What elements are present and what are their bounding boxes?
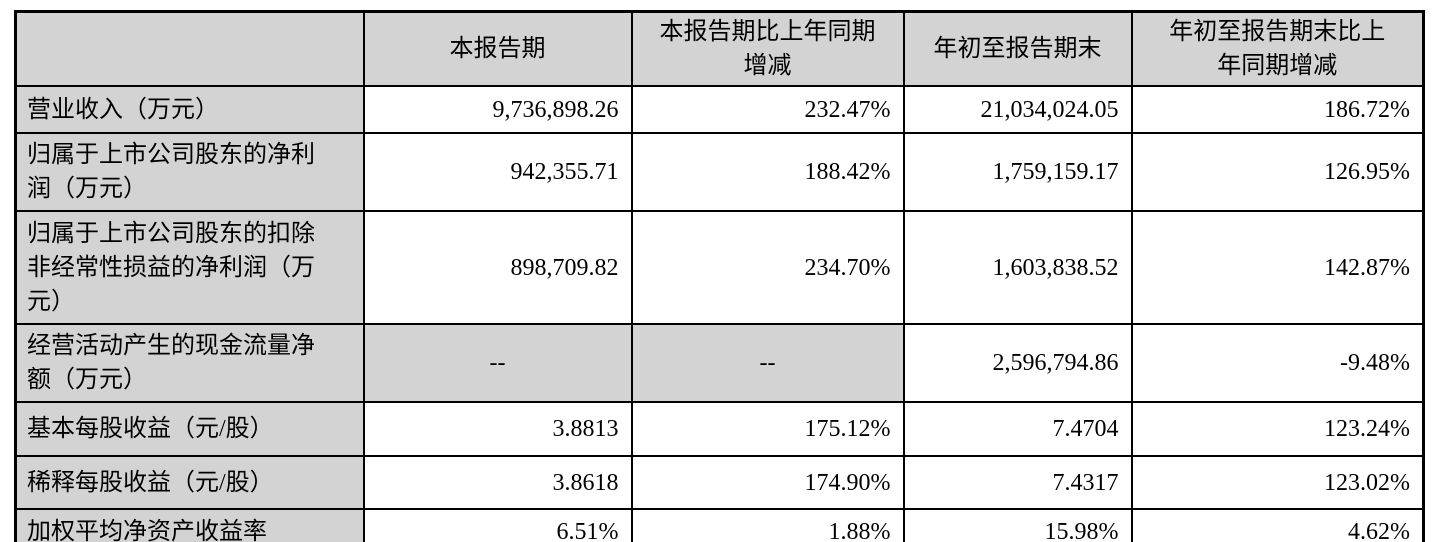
value-cell: 6.51%	[362, 508, 633, 542]
column-header: 本报告期	[362, 10, 633, 87]
row-label: 稀释每股收益（元/股）	[14, 455, 365, 510]
value-cell: 4.62%	[1130, 508, 1425, 542]
value-cell: 175.12%	[630, 401, 905, 457]
row-label: 经营活动产生的现金流量净 额（万元）	[14, 323, 365, 403]
table-row: 加权平均净资产收益率 6.51% 1.88% 15.98% 4.62%	[14, 508, 1425, 542]
column-header: 本报告期比上年同期 增减	[630, 10, 905, 87]
row-label: 加权平均净资产收益率	[14, 508, 365, 542]
value-cell: 186.72%	[1130, 85, 1425, 134]
table-row: 归属于上市公司股东的扣除 非经常性损益的净利润（万 元） 898,709.82 23…	[14, 210, 1425, 325]
table-row: 基本每股收益（元/股） 3.8813 175.12% 7.4704 123.24%	[14, 401, 1425, 457]
value-cell: 232.47%	[630, 85, 905, 134]
row-label: 营业收入（万元）	[14, 85, 365, 134]
value-cell: 126.95%	[1130, 132, 1425, 212]
column-header: 年初至报告期末	[902, 10, 1133, 87]
value-cell: 15.98%	[902, 508, 1133, 542]
value-cell: 7.4704	[902, 401, 1133, 457]
corner-header-cell	[14, 10, 365, 87]
value-cell: 142.87%	[1130, 210, 1425, 325]
value-cell: 21,034,024.05	[902, 85, 1133, 134]
value-cell: 2,596,794.86	[902, 323, 1133, 403]
financial-summary-table: 本报告期 本报告期比上年同期 增减 年初至报告期末 年初至报告期末比上 年同期增减 营…	[14, 10, 1425, 542]
row-label: 基本每股收益（元/股）	[14, 401, 365, 457]
value-cell: 174.90%	[630, 455, 905, 510]
value-cell: 188.42%	[630, 132, 905, 212]
value-cell: 898,709.82	[362, 210, 633, 325]
value-cell: 123.24%	[1130, 401, 1425, 457]
value-cell-na: --	[630, 323, 905, 403]
row-label: 归属于上市公司股东的扣除 非经常性损益的净利润（万 元）	[14, 210, 365, 325]
value-cell: 1,603,838.52	[902, 210, 1133, 325]
table-header-row: 本报告期 本报告期比上年同期 增减 年初至报告期末 年初至报告期末比上 年同期增减	[14, 10, 1425, 87]
value-cell-na: --	[362, 323, 633, 403]
value-cell: -9.48%	[1130, 323, 1425, 403]
table-row: 营业收入（万元） 9,736,898.26 232.47% 21,034,024.05…	[14, 85, 1425, 134]
table-row: 归属于上市公司股东的净利 润（万元） 942,355.71 188.42% 1,759…	[14, 132, 1425, 212]
value-cell: 1,759,159.17	[902, 132, 1133, 212]
value-cell: 234.70%	[630, 210, 905, 325]
column-header: 年初至报告期末比上 年同期增减	[1130, 10, 1425, 87]
value-cell: 123.02%	[1130, 455, 1425, 510]
row-label: 归属于上市公司股东的净利 润（万元）	[14, 132, 365, 212]
value-cell: 9,736,898.26	[362, 85, 633, 134]
table-row: 稀释每股收益（元/股） 3.8618 174.90% 7.4317 123.02%	[14, 455, 1425, 510]
table-row: 经营活动产生的现金流量净 额（万元） -- -- 2,596,794.86 -9.48%	[14, 323, 1425, 403]
value-cell: 3.8813	[362, 401, 633, 457]
value-cell: 7.4317	[902, 455, 1133, 510]
value-cell: 1.88%	[630, 508, 905, 542]
value-cell: 942,355.71	[362, 132, 633, 212]
value-cell: 3.8618	[362, 455, 633, 510]
table-body: 营业收入（万元） 9,736,898.26 232.47% 21,034,024.05…	[14, 85, 1425, 542]
